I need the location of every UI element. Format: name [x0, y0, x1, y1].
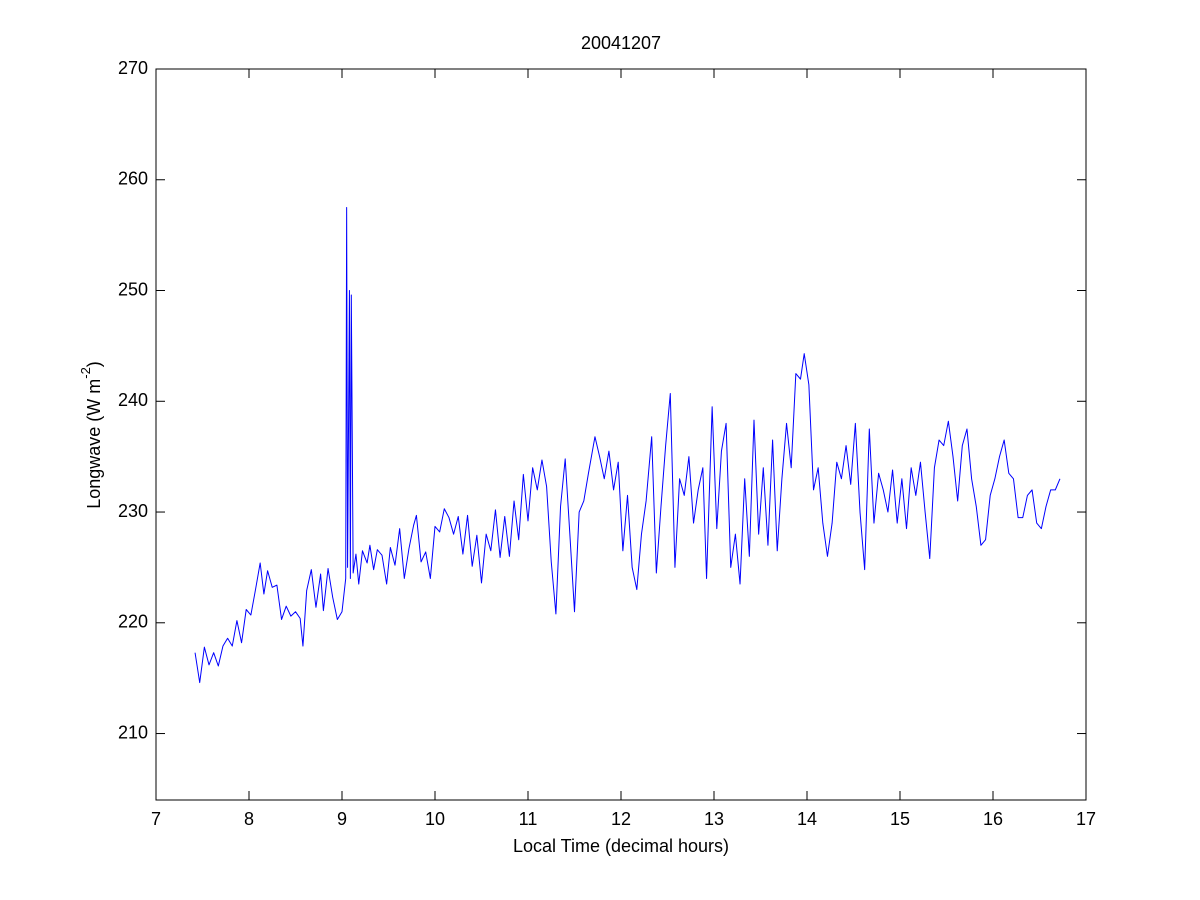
x-tick-label: 7	[151, 809, 161, 829]
y-axis-label: Longwave (W m-2)	[78, 361, 103, 509]
x-tick-label: 16	[983, 809, 1003, 829]
x-tick-label: 9	[337, 809, 347, 829]
x-tick-label: 10	[425, 809, 445, 829]
y-tick-label: 270	[118, 58, 148, 78]
y-tick-label: 250	[118, 279, 148, 299]
y-tick-label: 240	[118, 390, 148, 410]
x-tick-label: 15	[890, 809, 910, 829]
x-tick-label: 17	[1076, 809, 1096, 829]
x-tick-label: 13	[704, 809, 724, 829]
y-label-suffix: )	[84, 361, 104, 367]
y-label-text: Longwave (W m	[84, 379, 104, 509]
y-tick-label: 260	[118, 169, 148, 189]
x-tick-label: 14	[797, 809, 817, 829]
y-tick-label: 230	[118, 501, 148, 521]
x-axis-label: Local Time (decimal hours)	[513, 836, 729, 856]
chart-title: 20041207	[581, 33, 661, 53]
y-tick-label: 210	[118, 722, 148, 742]
x-tick-label: 11	[519, 809, 538, 829]
y-tick-label: 220	[118, 612, 148, 632]
x-tick-label: 12	[611, 809, 631, 829]
x-tick-label: 8	[244, 809, 254, 829]
y-label-exponent: -2	[78, 367, 93, 379]
data-line	[194, 206, 1061, 684]
